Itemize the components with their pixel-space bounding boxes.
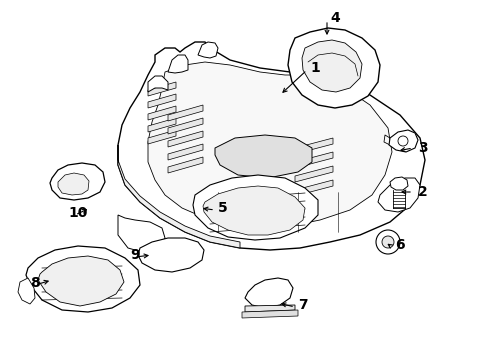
Polygon shape [118,42,425,250]
Polygon shape [26,246,140,312]
Polygon shape [58,173,89,195]
Polygon shape [168,55,188,73]
Polygon shape [168,105,203,121]
Polygon shape [168,131,203,147]
Polygon shape [38,256,124,306]
Text: 9: 9 [130,248,140,262]
Text: 1: 1 [310,61,320,75]
Polygon shape [168,118,203,134]
Polygon shape [295,152,333,168]
Text: 7: 7 [298,298,308,312]
Polygon shape [242,310,298,318]
Text: 8: 8 [30,276,40,290]
Polygon shape [50,163,105,200]
Polygon shape [203,186,305,235]
Polygon shape [193,175,318,240]
Polygon shape [18,278,35,304]
Polygon shape [295,180,333,196]
Polygon shape [288,28,380,108]
Polygon shape [168,157,203,173]
Polygon shape [148,130,176,144]
Text: 3: 3 [418,141,428,155]
Polygon shape [302,40,362,92]
Polygon shape [390,177,408,190]
Polygon shape [198,42,218,58]
Text: 2: 2 [418,185,428,199]
Polygon shape [118,215,165,252]
Polygon shape [378,178,420,212]
Polygon shape [245,305,295,312]
Polygon shape [295,166,333,182]
Polygon shape [148,82,176,96]
Text: 6: 6 [395,238,405,252]
Circle shape [376,230,400,254]
Polygon shape [389,130,418,152]
Polygon shape [118,145,240,248]
Polygon shape [148,94,176,108]
Polygon shape [215,135,312,178]
Polygon shape [148,76,168,92]
Polygon shape [245,278,293,308]
Polygon shape [148,118,176,132]
Polygon shape [148,106,176,120]
Polygon shape [148,62,392,228]
Polygon shape [168,144,203,160]
Text: 4: 4 [330,11,340,25]
Polygon shape [138,238,204,272]
Text: 5: 5 [218,201,228,215]
Polygon shape [295,138,333,154]
Text: 10: 10 [68,206,87,220]
Circle shape [398,136,408,146]
Circle shape [382,236,394,248]
